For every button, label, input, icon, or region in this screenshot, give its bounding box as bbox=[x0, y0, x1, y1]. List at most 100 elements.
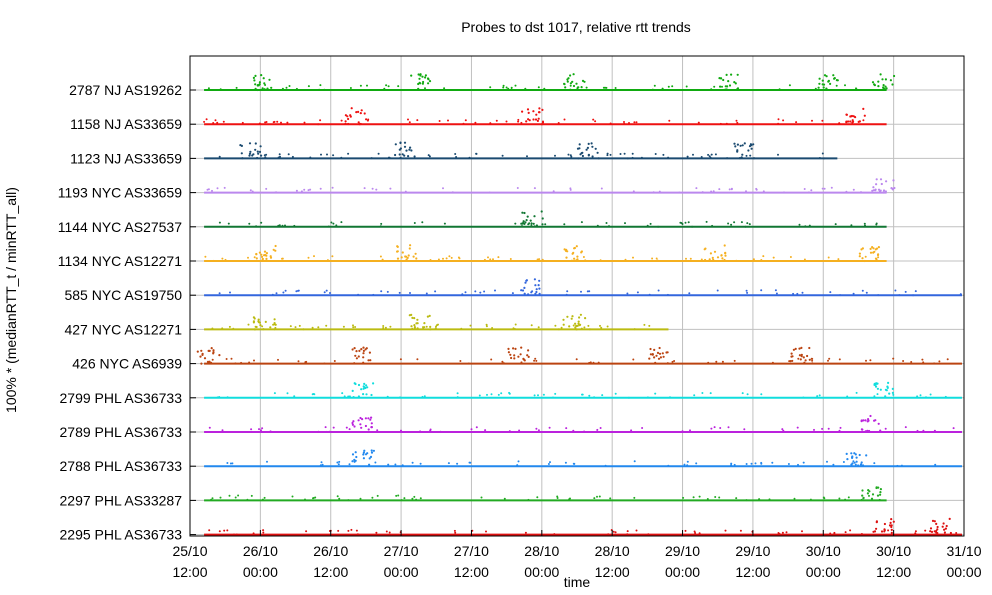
data-point bbox=[632, 358, 635, 361]
data-point bbox=[286, 392, 289, 395]
spike-point bbox=[394, 143, 397, 146]
data-point bbox=[547, 463, 550, 465]
data-point bbox=[265, 187, 268, 190]
spike-point bbox=[798, 354, 802, 357]
spike-point bbox=[514, 347, 517, 350]
spike-point bbox=[409, 244, 412, 247]
data-point bbox=[252, 532, 255, 535]
spike-point bbox=[248, 154, 251, 157]
data-point bbox=[860, 191, 862, 194]
series-7 bbox=[204, 313, 669, 331]
spike-point bbox=[878, 498, 881, 502]
data-point bbox=[307, 256, 310, 259]
x-tick-label-date: 26/10 bbox=[313, 543, 348, 559]
data-point bbox=[249, 189, 252, 192]
spike-point bbox=[522, 220, 525, 223]
spike-point bbox=[740, 156, 743, 159]
data-point bbox=[319, 464, 322, 467]
data-point bbox=[877, 294, 880, 297]
data-point bbox=[218, 155, 221, 158]
data-point bbox=[352, 324, 354, 327]
data-point bbox=[748, 223, 751, 226]
data-point bbox=[869, 359, 872, 362]
spike-point bbox=[354, 451, 357, 454]
spike-point bbox=[199, 355, 202, 358]
spike-point bbox=[581, 79, 585, 82]
data-point bbox=[656, 259, 659, 262]
data-point bbox=[592, 118, 595, 121]
data-point bbox=[581, 88, 584, 91]
spike-point bbox=[567, 77, 570, 80]
data-point bbox=[554, 324, 557, 327]
spike-point bbox=[712, 258, 715, 261]
data-point bbox=[275, 292, 278, 295]
data-point bbox=[827, 256, 830, 259]
data-point bbox=[485, 530, 487, 533]
data-point bbox=[542, 393, 545, 396]
data-point bbox=[599, 427, 602, 429]
data-point bbox=[760, 393, 763, 396]
data-point bbox=[593, 497, 596, 500]
spike-point bbox=[520, 362, 523, 365]
spike-point bbox=[845, 121, 848, 124]
data-point bbox=[588, 394, 591, 397]
data-point bbox=[707, 361, 710, 364]
spike-point bbox=[800, 353, 803, 356]
data-point bbox=[599, 324, 601, 327]
data-point bbox=[844, 84, 846, 87]
spike-point bbox=[792, 348, 796, 351]
data-point bbox=[514, 222, 517, 225]
data-point bbox=[342, 325, 345, 328]
data-point bbox=[487, 256, 489, 259]
data-point bbox=[514, 84, 517, 87]
data-point bbox=[626, 530, 629, 533]
data-point bbox=[689, 257, 692, 260]
spike-point bbox=[253, 79, 256, 82]
data-point bbox=[605, 222, 608, 224]
data-point bbox=[273, 120, 276, 123]
series-13 bbox=[204, 517, 962, 536]
data-point bbox=[278, 153, 281, 156]
spike-point bbox=[352, 420, 355, 423]
data-point bbox=[260, 221, 263, 224]
spike-point bbox=[881, 78, 884, 81]
series-label: 1134 NYC AS12271 bbox=[58, 253, 182, 269]
data-point bbox=[706, 498, 709, 500]
data-point bbox=[554, 154, 556, 157]
spike-point bbox=[879, 491, 882, 494]
spike-point bbox=[523, 211, 526, 215]
spike-point bbox=[404, 255, 407, 258]
data-point bbox=[382, 327, 385, 329]
data-point bbox=[745, 499, 748, 502]
data-point bbox=[609, 497, 612, 500]
data-point bbox=[350, 528, 353, 531]
data-point bbox=[921, 358, 924, 361]
spike-point bbox=[364, 417, 367, 420]
data-point bbox=[718, 496, 721, 499]
data-point bbox=[366, 84, 368, 87]
data-point bbox=[777, 532, 780, 534]
spike-point bbox=[369, 455, 373, 458]
spike-point bbox=[368, 457, 371, 460]
spike-point bbox=[424, 76, 427, 79]
data-point bbox=[588, 361, 591, 364]
spike-point bbox=[875, 183, 878, 186]
data-point bbox=[340, 156, 343, 159]
spike-point bbox=[933, 530, 936, 533]
data-point bbox=[347, 529, 350, 532]
spike-point bbox=[261, 257, 264, 261]
data-point bbox=[801, 530, 803, 533]
spike-point bbox=[428, 80, 432, 83]
data-point bbox=[371, 496, 374, 499]
spike-point bbox=[651, 353, 654, 356]
spike-point bbox=[861, 247, 865, 250]
data-point bbox=[919, 394, 922, 397]
spike-point bbox=[836, 79, 839, 82]
spike-point bbox=[532, 222, 535, 225]
data-point bbox=[219, 496, 222, 499]
data-point bbox=[356, 533, 359, 536]
data-point bbox=[816, 395, 819, 398]
data-point bbox=[469, 324, 472, 327]
spike-point bbox=[264, 320, 267, 323]
data-point bbox=[489, 122, 492, 125]
